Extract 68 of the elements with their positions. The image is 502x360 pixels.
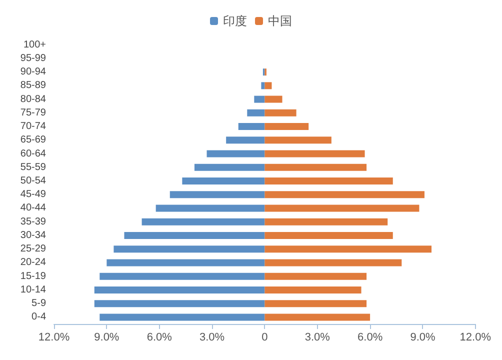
y-tick-label: 10-14: [20, 284, 46, 296]
y-tick-label: 60-64: [20, 148, 46, 160]
bar: [100, 272, 265, 280]
y-tick-label: 95-99: [20, 52, 46, 64]
legend-label: 中国: [268, 14, 292, 28]
bar: [170, 191, 265, 198]
bar: [264, 136, 332, 144]
bar: [264, 286, 362, 294]
bar: [264, 204, 420, 212]
x-tick-label: 6.0%: [146, 332, 172, 344]
x-tick-label: 9.0%: [94, 332, 120, 344]
bar: [264, 218, 388, 226]
x-tick-label: 12.0%: [38, 332, 70, 344]
bar: [194, 164, 265, 171]
bar: [264, 178, 393, 184]
bar: [106, 259, 265, 266]
y-tick-label: 65-69: [20, 134, 46, 146]
y-tick-label: 75-79: [20, 107, 46, 118]
bar: [264, 272, 367, 280]
y-tick-label: 45-49: [20, 189, 46, 200]
bar: [264, 150, 365, 158]
x-tick-label: 3.0%: [304, 332, 330, 344]
bar: [264, 109, 296, 116]
bar: [264, 123, 309, 130]
y-tick-label: 90-94: [20, 66, 46, 78]
bar: [156, 204, 265, 212]
bar: [264, 259, 402, 266]
bar: [264, 314, 370, 321]
bar: [264, 96, 282, 103]
x-tick-label: 9.0%: [410, 332, 436, 344]
bar: [261, 82, 265, 90]
y-tick-label: 40-44: [20, 202, 46, 214]
bar: [206, 150, 265, 158]
x-tick-label: 3.0%: [199, 332, 225, 344]
bar: [124, 232, 265, 239]
y-tick-label: 50-54: [20, 176, 46, 186]
bar: [264, 246, 432, 253]
bar: [264, 82, 272, 90]
y-tick-label: 100+: [23, 39, 46, 50]
bar: [226, 136, 265, 144]
x-tick-label: 12.0%: [460, 332, 492, 344]
y-tick-label: 80-84: [20, 94, 46, 105]
y-tick-label: 85-89: [20, 80, 46, 92]
bar: [100, 314, 265, 321]
x-tick-label: 6.0%: [358, 332, 383, 344]
bar: [264, 191, 424, 198]
bar: [247, 109, 265, 116]
y-tick-label: 35-39: [20, 216, 46, 228]
bar: [114, 246, 265, 253]
y-tick-label: 5-9: [32, 298, 46, 310]
bar: [238, 123, 265, 130]
x-tick-label: 0: [262, 332, 268, 344]
y-tick-label: 30-34: [20, 230, 46, 241]
y-tick-label: 55-59: [20, 162, 46, 173]
bar: [264, 232, 393, 239]
y-tick-label: 0-4: [32, 312, 46, 323]
bar: [264, 164, 367, 171]
legend-label: 印度: [223, 14, 247, 28]
y-tick-label: 15-19: [20, 270, 46, 282]
bar: [142, 218, 265, 226]
bar: [94, 300, 265, 308]
y-tick-label: 70-74: [20, 121, 46, 132]
bar: [94, 286, 265, 294]
bar: [254, 96, 265, 103]
bar: [264, 300, 367, 308]
bar: [182, 178, 265, 184]
y-tick-label: 20-24: [20, 257, 46, 268]
y-tick-label: 25-29: [20, 244, 46, 255]
